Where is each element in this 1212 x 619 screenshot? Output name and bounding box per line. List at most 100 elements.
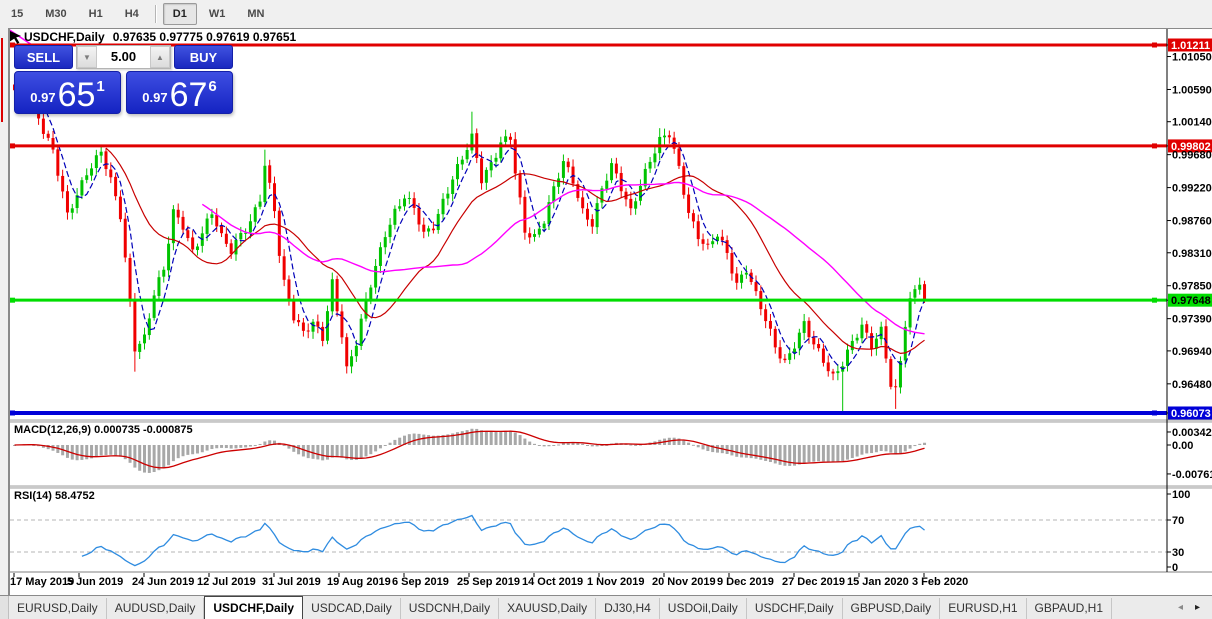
hline-handle[interactable] <box>1152 143 1157 149</box>
volume-decrease-icon[interactable]: ▼ <box>77 46 97 68</box>
date-axis-label: 31 Jul 2019 <box>262 576 321 588</box>
volume-field[interactable]: 5.00 <box>97 46 150 68</box>
macd-axis-label: 0.00 <box>1172 440 1193 452</box>
price-axis-label: 1.00140 <box>1172 117 1212 129</box>
buy-price-pip: 6 <box>208 78 217 95</box>
hline-handle[interactable] <box>1152 42 1157 48</box>
volume-increase-icon[interactable]: ▲ <box>150 46 170 68</box>
chart-tab-usdchf-daily[interactable]: USDCHF,Daily <box>204 596 304 619</box>
hline-handle[interactable] <box>10 42 15 48</box>
chart-tab-gbpaud-h1[interactable]: GBPAUD,H1 <box>1027 598 1113 619</box>
toolbar-separator <box>154 5 157 23</box>
chart-tab-audusd-daily[interactable]: AUDUSD,Daily <box>107 598 205 619</box>
price-badge-red <box>1168 139 1212 153</box>
date-axis-label: 20 Nov 2019 <box>652 576 716 588</box>
rsi-line <box>81 514 925 567</box>
price-axis-label: 0.99220 <box>1172 183 1212 195</box>
macd-axis-label: -0.007615 <box>1172 469 1212 481</box>
price-badge-blue <box>1168 406 1212 420</box>
ma-20-line <box>105 147 925 355</box>
price-axis-label: 0.98760 <box>1172 216 1212 228</box>
buy-price-box[interactable]: 0.97 67 6 <box>126 71 233 114</box>
macd-axis-label: 0.003428 <box>1172 427 1212 439</box>
chart-tab-dj30-h4[interactable]: DJ30,H4 <box>596 598 660 619</box>
hline-handle[interactable] <box>1152 410 1157 416</box>
chart-tab-xauusd-daily[interactable]: XAUUSD,Daily <box>499 598 597 619</box>
price-badge-green <box>1168 293 1212 307</box>
sell-price-pip: 1 <box>96 78 105 95</box>
buy-price-main: 67 <box>169 76 208 114</box>
tab-scroll-right-icon[interactable]: ▸ <box>1194 602 1200 613</box>
chart-tab-usdcad-daily[interactable]: USDCAD,Daily <box>303 598 401 619</box>
price-axis-label: 0.96940 <box>1172 346 1212 358</box>
price-badge-label: 1.01211 <box>1171 40 1210 52</box>
buy-button[interactable]: BUY <box>174 45 233 69</box>
date-axis-label: 3 Feb 2020 <box>912 576 968 588</box>
price-axis-label: 0.98310 <box>1172 248 1212 260</box>
chart-tab-bar: EURUSD,Daily AUDUSD,Daily USDCHF,Daily USDC… <box>0 595 1212 619</box>
date-axis-label: 27 Dec 2019 <box>782 576 845 588</box>
timeframe-button-mn[interactable]: MN <box>247 8 265 20</box>
macd-indicator-label: MACD(12,26,9) 0.000735 -0.000875 <box>14 424 193 436</box>
chart-tab-usdcnh-daily[interactable]: USDCNH,Daily <box>401 598 500 619</box>
price-axis-label: 0.97390 <box>1172 314 1212 326</box>
date-axis-label: 19 Aug 2019 <box>327 576 391 588</box>
timeframe-button-15[interactable]: 15 <box>11 8 24 20</box>
chart-background <box>10 29 1212 595</box>
date-axis-label: 14 Oct 2019 <box>522 576 583 588</box>
rsi-axis-label: 0 <box>1172 562 1178 574</box>
date-axis-label: 6 Sep 2019 <box>392 576 449 588</box>
macd-signal-line <box>14 430 925 469</box>
timeframe-button-h1[interactable]: H1 <box>88 8 103 20</box>
hline-handle[interactable] <box>10 297 15 303</box>
ma-5-line <box>33 87 926 370</box>
chart-window[interactable]: 1.01211 1.01050 1.00590 1.00140 0.99802 0.996… <box>8 28 1212 597</box>
price-badge-label: 0.99802 <box>1171 141 1211 153</box>
macd-panel <box>13 428 927 473</box>
date-axis-label: 1 Nov 2019 <box>587 576 644 588</box>
timeframe-button-w1[interactable]: W1 <box>208 8 226 20</box>
price-axis-label: 0.96480 <box>1172 379 1212 391</box>
date-axis-label: 12 Jul 2019 <box>197 576 256 588</box>
chart-title: USDCHF,Daily 0.97635 0.97775 0.97619 0.97… <box>24 30 296 44</box>
date-axis-label: 24 Jun 2019 <box>132 576 194 588</box>
tab-scroll-arrows: ◂ ▸ <box>1172 596 1212 619</box>
symbol-period-label: USDCHF,Daily <box>24 30 105 44</box>
hline-handle[interactable] <box>10 143 15 149</box>
hline-handle[interactable] <box>10 410 15 416</box>
date-axis-label: 5 Jun 2019 <box>67 576 123 588</box>
sell-price-prefix: 0.97 <box>30 90 56 105</box>
timeframe-button-d1[interactable]: D1 <box>162 3 197 25</box>
tab-scroll-left-icon[interactable]: ◂ <box>1177 602 1183 613</box>
timeframe-button-m30[interactable]: M30 <box>45 8 67 20</box>
rsi-axis-label: 100 <box>1172 489 1190 501</box>
volume-stepper: ▼ 5.00 ▲ <box>76 45 171 69</box>
hline-handle[interactable] <box>1152 297 1157 303</box>
chart-tab-eurusd-daily[interactable]: EURUSD,Daily <box>9 598 107 619</box>
date-axis-label: 9 Dec 2019 <box>717 576 774 588</box>
ohlc-values: 0.97635 0.97775 0.97619 0.97651 <box>112 30 297 44</box>
chart-tab-eurusd-h1[interactable]: EURUSD,H1 <box>940 598 1027 619</box>
date-axis-label: 17 May 2019 <box>10 576 74 588</box>
price-axis-label: 1.01050 <box>1172 52 1212 64</box>
sell-price-box[interactable]: 0.97 65 1 <box>14 71 121 114</box>
rsi-axis-label: 70 <box>1172 515 1184 527</box>
price-axis-label: 0.97850 <box>1172 281 1212 293</box>
cursor-arrow-icon <box>10 31 21 44</box>
buy-price-prefix: 0.97 <box>142 90 168 105</box>
panel-separators <box>10 419 1212 573</box>
vertical-line-object[interactable] <box>1 38 3 122</box>
date-axis-label: 15 Jan 2020 <box>847 576 909 588</box>
date-axis-label: 25 Sep 2019 <box>457 576 520 588</box>
chart-tab-usdchf-daily[interactable]: USDCHF,Daily <box>747 598 843 619</box>
chart-tab-gbpusd-daily[interactable]: GBPUSD,Daily <box>843 598 941 619</box>
rsi-indicator-label: RSI(14) 58.4752 <box>14 490 95 502</box>
timeframe-button-h4[interactable]: H4 <box>124 8 139 20</box>
sell-button[interactable]: SELL <box>14 45 73 69</box>
one-click-trading-panel: SELL ▼ 5.00 ▲ BUY 0.97 65 1 0.97 67 6 <box>14 45 233 114</box>
chart-tab-usdoil-daily[interactable]: USDOil,Daily <box>660 598 747 619</box>
